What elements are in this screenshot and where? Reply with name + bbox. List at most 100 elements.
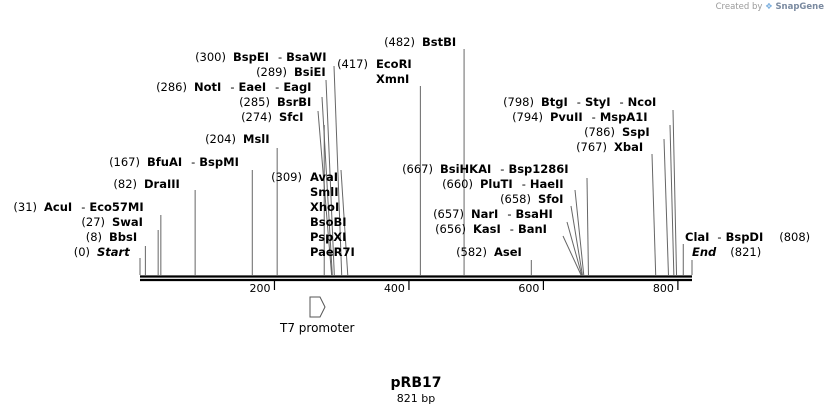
plasmid-name: pRB17 [390,375,442,391]
feature-label: T7 promoter [279,321,355,335]
enzyme-name-kasi: KasI [473,222,501,236]
enzyme-name-bsawi: BsaWI [286,50,326,64]
site-position-label: (82) [113,177,137,191]
enzyme-name-msli: MslI [243,132,270,146]
plasmid-length: 821 bp [396,392,436,405]
site-position-label: (798) [503,95,534,109]
name-separator: - [278,50,282,64]
leader-line-656 [562,235,582,276]
leader-line-286 [321,96,333,276]
leader-line-658 [570,205,583,276]
enzyme-name-xbai: XbaI [614,140,643,154]
site-position-label: (274) [241,110,272,124]
enzyme-name-bsiei: BsiEI [294,65,326,79]
name-separator: - [500,162,504,176]
site-position-label: (582) [456,245,487,259]
site-kasi: (656) KasI - BanI [435,222,547,236]
site-bsiei: (289) BsiEI [256,65,326,79]
enzyme-name-bsahi: BsaHI [516,207,553,221]
enzyme-name-pspxi: PspXI [310,230,346,244]
leader-line-657 [566,221,583,276]
site-position-label: (285) [239,95,270,109]
enzyme-name-bbsi: BbsI [109,230,137,244]
site-position-label: (667) [402,162,433,176]
site-position-label: (660) [442,177,473,191]
site-labels: (0) Start(8) BbsI(27) SwaI(31) AcuI - Eco57MI(… [13,35,810,259]
tick-label: 600 [518,282,539,295]
site-pvuii: (794) PvuII - MspA1I [512,110,647,124]
site-position-label: (482) [384,35,415,49]
enzyme-name-ncoi: NcoI [628,95,657,109]
site-position-label: (309) [271,170,302,184]
site-clai: ClaI - BspDI (808) [685,230,810,244]
site-position-label: (167) [109,155,140,169]
tick-label: 200 [249,282,270,295]
site-position-label: (289) [256,65,287,79]
site-end: End (821) [692,245,761,259]
leader-line-767 [651,153,657,276]
enzyme-name-mspa1i: MspA1I [600,110,648,124]
enzyme-name-bani: BanI [518,222,547,236]
enzyme-name-acui: AcuI [44,200,72,214]
enzyme-name-nari: NarI [471,207,498,221]
site-xbai: (767) XbaI [576,140,643,154]
tick-label: 800 [653,282,674,295]
site-position-label: (31) [13,200,37,214]
site-sspi: (786) SspI [584,125,650,139]
site-position-label: (821) [730,245,761,259]
map-footer: pRB17 821 bp [0,375,832,405]
enzyme-name-bsobi: BsoBI [310,215,347,229]
site-position-label: (794) [512,110,543,124]
site-position-label: (808) [779,230,810,244]
leader-line-798 [672,109,678,276]
feature-arrow [309,296,326,318]
site-bfuai: (167) BfuAI - BspMI [109,155,239,169]
name-separator: - [81,200,85,214]
site-btgi: (798) BtgI - StyI - NcoI [503,95,656,109]
name-separator: - [507,207,511,221]
enzyme-name-paer7i: PaeR7I [310,245,355,259]
site-acui: (31) AcuI - Eco57MI [13,200,143,214]
enzyme-name-avai: AvaI [310,170,338,184]
site-bsihkai: (667) BsiHKAI - Bsp1286I [402,162,569,176]
enzyme-name-bspei: BspEI [233,50,269,64]
snapgene-credit: Created by ❖ SnapGene [716,2,824,12]
site-position-label: (286) [156,80,187,94]
enzyme-name-swai: SwaI [112,215,143,229]
enzyme-name-styi: StyI [585,95,611,109]
leader-line-300 [333,65,343,276]
enzyme-name-haeii: HaeII [530,177,564,191]
site-position-label: (657) [433,207,464,221]
site-position-label: (300) [195,50,226,64]
feature-t7-promoter: T7 promoter [279,296,355,335]
enzyme-name-end: End [692,245,717,259]
site-position-label: (656) [435,222,466,236]
name-separator: - [717,230,721,244]
name-separator: - [230,80,234,94]
enzyme-name-pluti: PluTI [480,177,513,191]
site-bspei: (300) BspEI - BsaWI [195,50,326,64]
name-separator: - [577,95,581,109]
name-separator: - [522,177,526,191]
enzyme-name-pvuii: PvuII [550,110,583,124]
leader-line-285 [317,110,333,276]
site-position-label: (8) [86,230,102,244]
site-bstbi: (482) BstBI [384,35,456,49]
leader-line-289 [325,79,335,276]
name-separator: - [275,80,279,94]
enzyme-name-bsihkai: BsiHKAI [440,162,491,176]
enzyme-name-eaei: EaeI [238,80,266,94]
leader-line-309 [340,169,349,276]
features: T7 promoter [279,296,355,335]
name-separator: - [191,155,195,169]
site-sfci: (274) SfcI [241,110,303,124]
site-position-label: (27) [81,215,105,229]
enzyme-name-draiii: DraIII [144,177,180,191]
enzyme-name-sfci: SfcI [279,110,303,124]
enzyme-name-clai: ClaI [685,230,709,244]
enzyme-name-xmni: XmnI [376,72,409,86]
sequence-map: (0) Start(8) BbsI(27) SwaI(31) AcuI - Eco57MI(… [13,35,810,335]
site-position-label: (767) [576,140,607,154]
snapgene-logo-icon: ❖ [765,2,773,12]
